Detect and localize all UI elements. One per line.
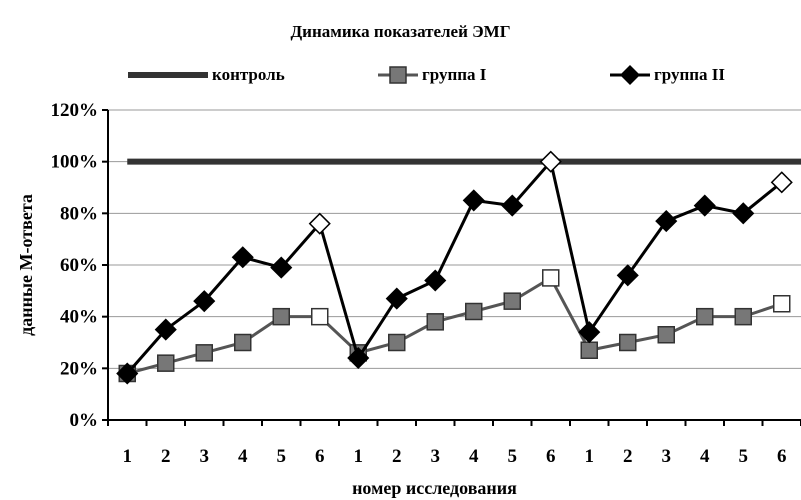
point-diamond <box>154 318 177 341</box>
point-diamond <box>270 256 293 279</box>
point-diamond <box>116 362 139 385</box>
y-axis-label: данные М-ответа <box>16 194 36 336</box>
y-tick-label: 40% <box>60 307 98 328</box>
x-tick-label: 1 <box>123 446 133 467</box>
x-tick-label: 4 <box>238 446 248 467</box>
point-diamond <box>693 194 716 217</box>
y-axis-ticks: 0% 20% 40% 60% 80% 100% 120% <box>51 100 108 431</box>
x-axis-ticks: 1 2 3 4 5 6 1 2 3 4 5 6 1 2 3 4 5 6 <box>107 420 801 467</box>
point-diamond <box>385 287 408 310</box>
point-diamond <box>462 189 485 212</box>
y-tick-label: 100% <box>51 152 99 173</box>
y-tick-label: 20% <box>60 358 98 379</box>
point-square <box>542 269 560 287</box>
x-tick-label: 6 <box>777 446 787 467</box>
x-tick-label: 3 <box>662 446 672 467</box>
legend-label-group-1: группа I <box>422 65 487 84</box>
point-square <box>388 333 406 352</box>
legend: контроль группа I группа II <box>0 60 801 90</box>
series-3 <box>116 150 793 385</box>
y-tick-label: 0% <box>70 410 99 431</box>
point-square <box>157 354 175 372</box>
point-diamond <box>347 346 370 370</box>
x-tick-label: 5 <box>739 446 749 467</box>
point-diamond <box>616 264 639 287</box>
series-line <box>126 158 783 375</box>
point-square <box>657 326 675 344</box>
x-tick-label: 5 <box>277 446 287 467</box>
point-square <box>503 292 521 310</box>
x-tick-label: 2 <box>392 446 402 467</box>
x-tick-label: 3 <box>200 446 210 467</box>
x-tick-label: 6 <box>546 446 556 467</box>
legend-item-group-2: группа II <box>610 60 725 90</box>
point-diamond <box>193 290 216 313</box>
point-square <box>426 313 444 331</box>
point-diamond <box>770 171 793 194</box>
legend-swatch-group-1 <box>378 66 418 84</box>
legend-label-group-2: группа II <box>654 65 726 84</box>
point-diamond <box>578 321 601 344</box>
point-square <box>580 341 598 359</box>
point-diamond <box>308 212 331 235</box>
point-square <box>465 302 483 321</box>
y-tick-label: 60% <box>60 255 98 276</box>
point-square <box>734 307 752 326</box>
x-tick-label: 5 <box>508 446 518 467</box>
x-tick-label: 3 <box>431 446 441 467</box>
point-diamond <box>424 269 447 292</box>
point-square <box>619 333 637 352</box>
x-tick-label: 4 <box>700 446 710 467</box>
point-diamond <box>231 246 254 269</box>
chart-title: Динамика показателей ЭМГ <box>290 22 511 41</box>
y-tick-label: 80% <box>60 203 98 224</box>
x-axis-label: номер исследования <box>352 478 517 498</box>
point-square <box>195 344 213 362</box>
x-tick-label: 2 <box>623 446 633 467</box>
series-2 <box>118 269 791 383</box>
legend-item-group-1: группа I <box>378 60 486 90</box>
series-line <box>126 275 783 375</box>
point-diamond <box>539 150 562 173</box>
legend-swatch-group-2 <box>610 65 650 85</box>
point-square <box>773 295 791 313</box>
x-tick-label: 2 <box>161 446 171 467</box>
y-tick-label: 120% <box>51 100 99 121</box>
x-tick-label: 6 <box>315 446 325 467</box>
point-diamond <box>655 210 678 233</box>
legend-item-control: контроль <box>128 60 285 90</box>
x-tick-label: 1 <box>585 446 595 467</box>
legend-label-control: контроль <box>212 65 285 84</box>
point-square <box>696 307 714 326</box>
series-layer <box>116 150 801 385</box>
point-square <box>272 307 290 326</box>
legend-swatch-control <box>128 72 208 78</box>
x-tick-label: 4 <box>469 446 479 467</box>
x-tick-label: 1 <box>354 446 364 467</box>
point-diamond <box>501 194 524 217</box>
point-diamond <box>732 202 755 225</box>
point-square <box>234 333 252 352</box>
point-square <box>311 307 329 326</box>
